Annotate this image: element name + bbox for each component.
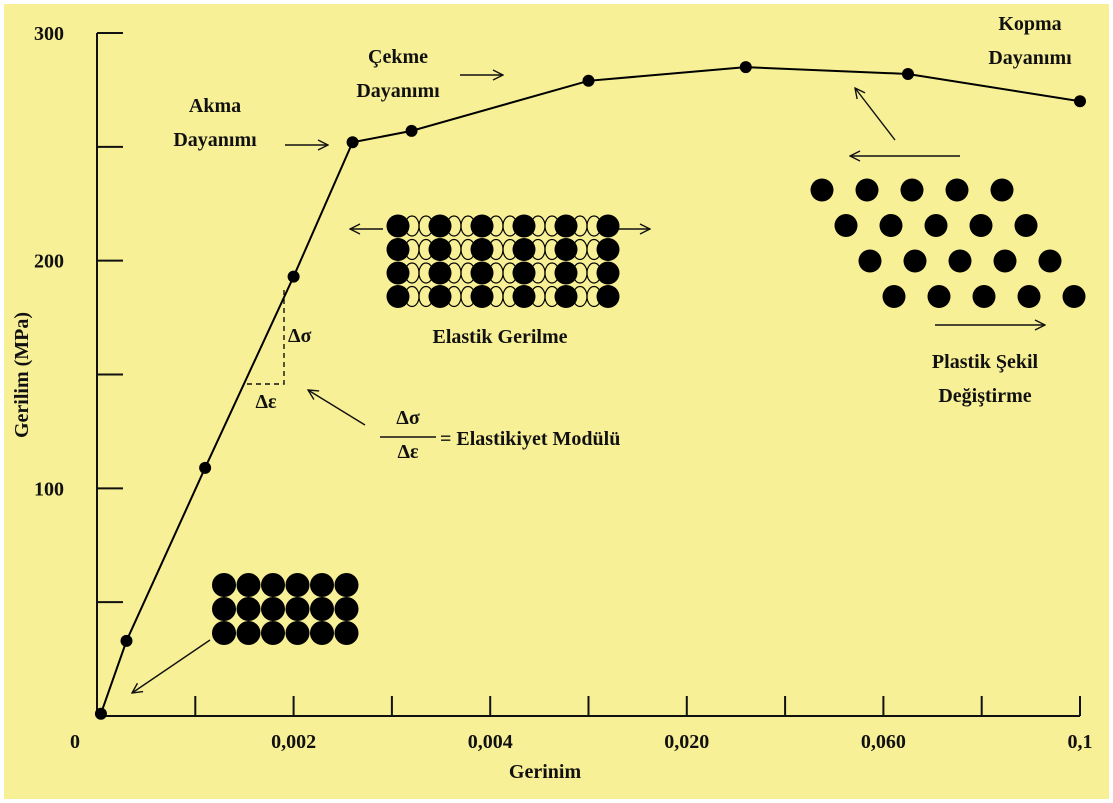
x-axis-label: Gerinim xyxy=(509,761,582,783)
atom xyxy=(597,215,620,238)
atom xyxy=(286,573,310,597)
atom xyxy=(901,179,924,202)
atom xyxy=(1063,285,1086,308)
atom xyxy=(286,597,310,621)
atom xyxy=(883,285,906,308)
atom xyxy=(387,238,410,261)
annotation: Akma xyxy=(189,95,241,117)
atom xyxy=(471,238,494,261)
atom xyxy=(928,285,951,308)
atom xyxy=(429,238,452,261)
atom xyxy=(212,597,236,621)
atom xyxy=(261,621,285,645)
annotation: Dayanımı xyxy=(988,47,1072,69)
atom xyxy=(429,215,452,238)
formula-text: = Elastikiyet Modülü xyxy=(440,428,620,450)
x-tick-label: 0,020 xyxy=(664,731,709,753)
formula-numerator: Δσ xyxy=(396,407,420,429)
annotation: Plastik Şekil xyxy=(932,351,1039,373)
y-tick-label: 300 xyxy=(34,23,64,45)
atom xyxy=(471,262,494,285)
x-tick-label: 0,004 xyxy=(468,731,513,753)
atom xyxy=(387,285,410,308)
data-point xyxy=(583,75,595,87)
annotation: Δε xyxy=(255,391,277,413)
atom xyxy=(261,597,285,621)
atom xyxy=(994,250,1017,273)
x-tick-label: 0,1 xyxy=(1068,731,1093,753)
atom xyxy=(513,285,536,308)
atom xyxy=(555,262,578,285)
atom xyxy=(835,214,858,237)
atom xyxy=(555,285,578,308)
atom xyxy=(310,621,334,645)
x-tick-label: 0 xyxy=(70,731,80,753)
atom xyxy=(925,214,948,237)
atom xyxy=(237,573,261,597)
atom xyxy=(335,621,359,645)
atom xyxy=(310,597,334,621)
atom xyxy=(597,262,620,285)
data-point xyxy=(120,635,132,647)
data-point xyxy=(740,61,752,73)
atom xyxy=(237,621,261,645)
atom xyxy=(212,573,236,597)
annotation: Δσ xyxy=(288,325,312,347)
data-point xyxy=(1074,95,1086,107)
atom xyxy=(991,179,1014,202)
data-point xyxy=(347,136,359,148)
annotation: Elastik Gerilme xyxy=(433,326,568,348)
data-point xyxy=(288,271,300,283)
atom xyxy=(387,215,410,238)
atom xyxy=(1015,214,1038,237)
atom xyxy=(946,179,969,202)
formula-denominator: Δε xyxy=(397,441,419,463)
y-axis-label: Gerilim (MPa) xyxy=(11,312,33,438)
atom xyxy=(949,250,972,273)
atom xyxy=(471,285,494,308)
atom xyxy=(555,238,578,261)
atom xyxy=(335,573,359,597)
atom xyxy=(597,285,620,308)
y-tick-label: 200 xyxy=(34,251,64,273)
atom xyxy=(555,215,578,238)
atom xyxy=(261,573,285,597)
atom xyxy=(237,597,261,621)
atom xyxy=(1018,285,1041,308)
x-tick-label: 0,002 xyxy=(271,731,316,753)
x-tick-label: 0,060 xyxy=(861,731,906,753)
y-tick-label: 100 xyxy=(34,478,64,500)
atom xyxy=(904,250,927,273)
annotation: Dayanımı xyxy=(356,80,440,102)
atom xyxy=(335,597,359,621)
atom xyxy=(811,179,834,202)
annotation: Kopma xyxy=(998,13,1061,35)
data-point xyxy=(406,125,418,137)
annotation: Dayanımı xyxy=(173,129,257,151)
data-point xyxy=(902,68,914,80)
atom xyxy=(310,573,334,597)
atom xyxy=(513,238,536,261)
atom xyxy=(513,215,536,238)
atom xyxy=(597,238,620,261)
annotation: Çekme xyxy=(368,46,428,68)
data-point xyxy=(199,462,211,474)
atom xyxy=(859,250,882,273)
atom xyxy=(471,215,494,238)
atom xyxy=(429,285,452,308)
annotation: Değiştirme xyxy=(938,385,1031,407)
atom xyxy=(880,214,903,237)
atom xyxy=(286,621,310,645)
chart: Gerinim Gerilim (MPa) Δσ Δε = Elastikiye… xyxy=(0,0,1113,803)
atom xyxy=(973,285,996,308)
atom xyxy=(429,262,452,285)
atom xyxy=(970,214,993,237)
atom xyxy=(1039,250,1062,273)
data-point xyxy=(95,708,107,720)
atom xyxy=(856,179,879,202)
atom xyxy=(513,262,536,285)
atom xyxy=(212,621,236,645)
atom xyxy=(387,262,410,285)
